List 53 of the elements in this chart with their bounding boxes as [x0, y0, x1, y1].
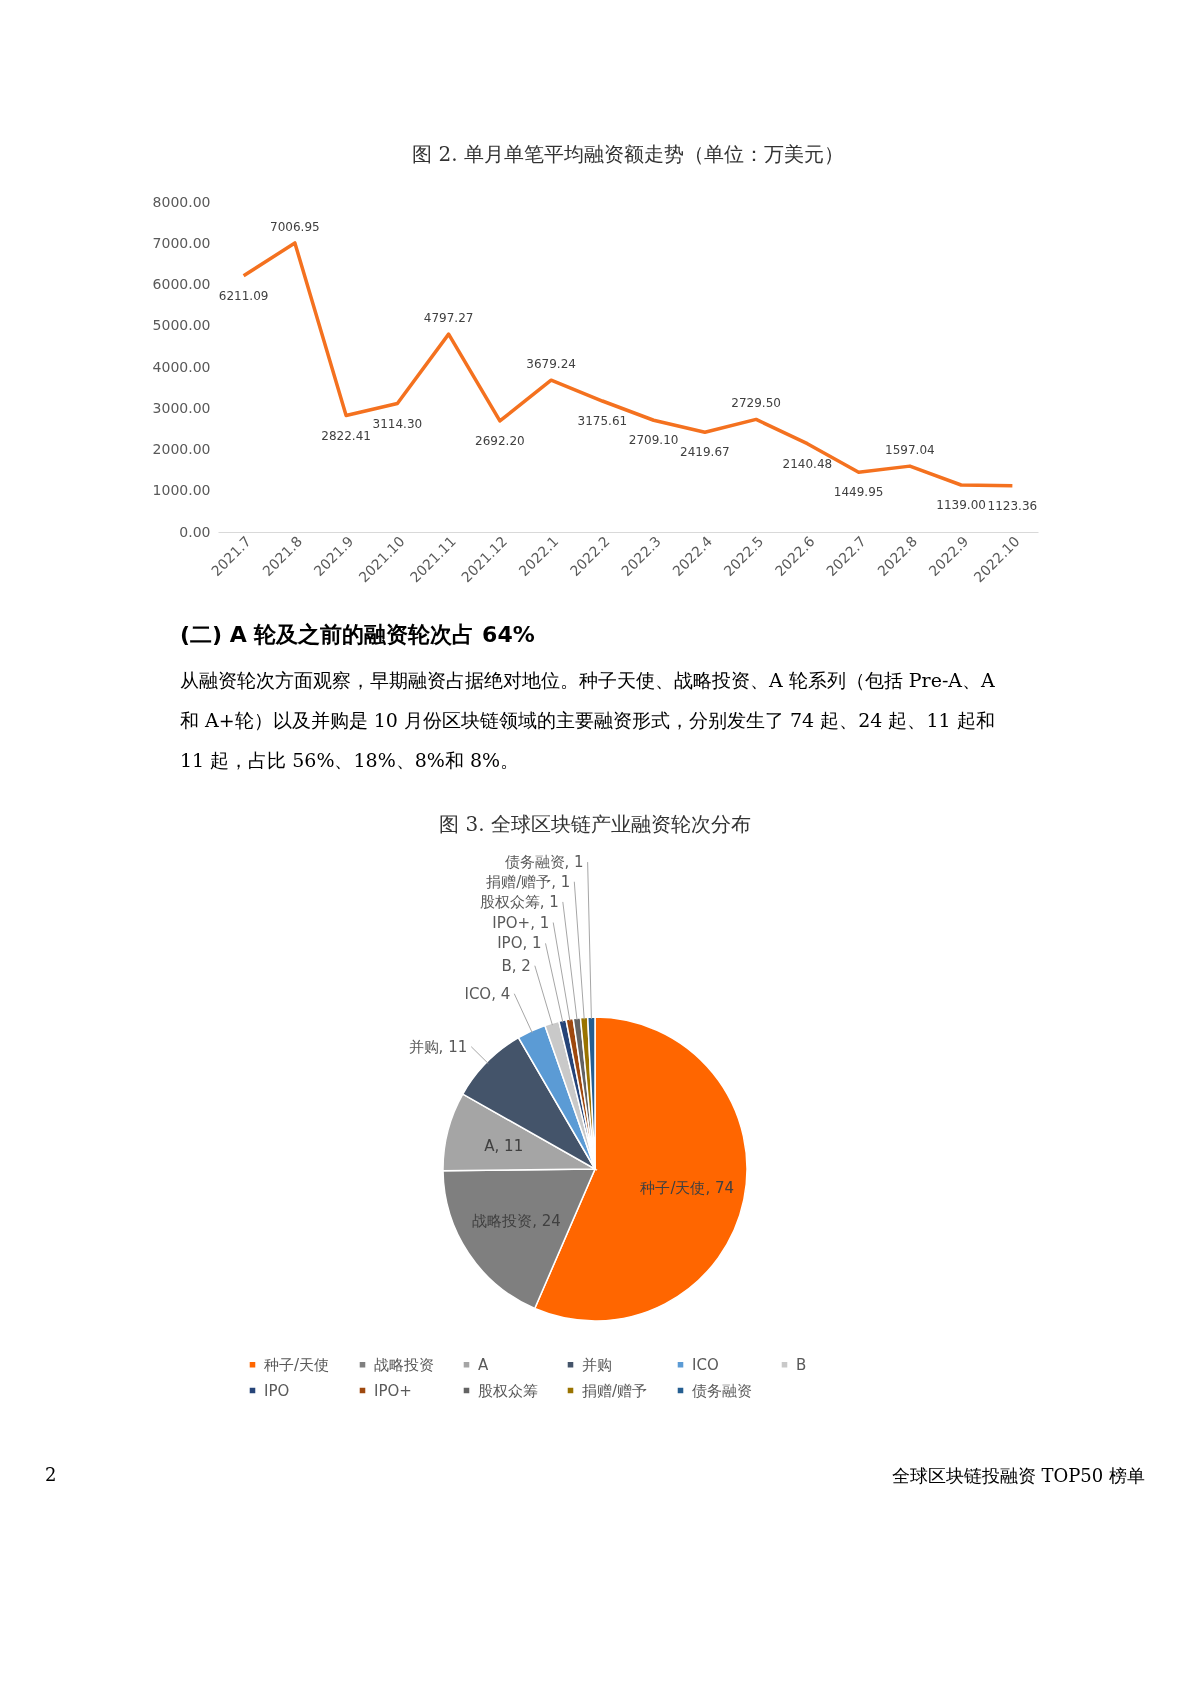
- data-label: 种子/天使, 74: [640, 1179, 735, 1198]
- legend-label: IPO+: [374, 1381, 412, 1400]
- y-tick-label: 5000.00: [152, 317, 211, 334]
- data-label: 并购, 11: [408, 1037, 468, 1056]
- data-label: 3175.61: [577, 414, 628, 429]
- text: (二) A 轮及之前的融资轮次占 64%: [180, 621, 536, 649]
- data-label: 1449.95: [833, 485, 884, 500]
- data-label: 4797.27: [423, 311, 474, 326]
- y-tick-label: 6000.00: [152, 276, 211, 292]
- data-label: IPO, 1: [497, 934, 542, 953]
- chart-title: 图 2. 单月单笔平均融资额走势（单位：万美元）: [412, 142, 844, 166]
- data-label: 6211.09: [218, 288, 269, 303]
- y-tick-label: 1000.00: [152, 482, 211, 499]
- legend-label: IPO: [264, 1381, 290, 1400]
- y-tick-label: 0.00: [179, 523, 211, 540]
- text: 2: [45, 1464, 57, 1487]
- y-tick-label: 8000.00: [152, 193, 211, 210]
- data-label: 1597.04: [885, 443, 935, 458]
- legend-label: 战略投资: [374, 1355, 434, 1374]
- data-label: 2140.48: [782, 456, 833, 471]
- text: 全球区块链投融资 TOP50 榜单: [891, 1464, 1145, 1488]
- data-label: A, 11: [484, 1136, 524, 1155]
- chart-title: 图 3. 全球区块链产业融资轮次分布: [439, 812, 751, 837]
- data-label: 2729.50: [731, 396, 781, 411]
- legend-label: A: [478, 1355, 489, 1374]
- data-label: ICO, 4: [464, 984, 511, 1003]
- legend-label: 种子/天使: [264, 1355, 330, 1374]
- legend-label: 捐赠/赠予: [582, 1381, 648, 1400]
- y-tick-label: 7000.00: [152, 234, 211, 251]
- y-tick-label: 3000.00: [152, 399, 211, 416]
- legend-label: B: [796, 1355, 807, 1374]
- data-label: 股权众筹, 1: [479, 892, 559, 911]
- data-label: 3679.24: [526, 357, 576, 372]
- data-label: 1123.36: [987, 498, 1038, 513]
- data-label: 2419.67: [680, 445, 730, 460]
- data-label: 3114.30: [372, 416, 423, 431]
- data-label: 1139.00: [936, 498, 986, 513]
- y-tick-label: 2000.00: [152, 441, 211, 457]
- data-label: IPO+, 1: [492, 913, 550, 932]
- data-label: 捐赠/赠予, 1: [486, 872, 571, 891]
- legend-label: 并购: [582, 1355, 612, 1374]
- data-label: 2709.10: [628, 433, 679, 448]
- y-tick-label: 4000.00: [152, 358, 211, 375]
- data-label: 7006.95: [270, 219, 320, 234]
- data-label: 2822.41: [321, 428, 371, 443]
- data-label: 战略投资, 24: [472, 1212, 561, 1231]
- legend-label: ICO: [692, 1355, 719, 1374]
- data-label: 2692.20: [475, 433, 525, 448]
- data-label: B, 2: [501, 956, 531, 975]
- legend-label: 股权众筹: [478, 1381, 538, 1400]
- text: 从融资轮次方面观察，早期融资占据绝对地位。种子天使、战略投资、A 轮系列（包括 Pre-A、A 和 A+轮）以及并购是 10 月份区块链领域的主要融资形式，分别发生了 74 起、24 起、11 起和 11 起，占比 56%、18%、8%和 8%。: [180, 668, 996, 773]
- legend-label: 债务融资: [692, 1381, 752, 1400]
- data-label: 债务融资, 1: [504, 853, 584, 872]
